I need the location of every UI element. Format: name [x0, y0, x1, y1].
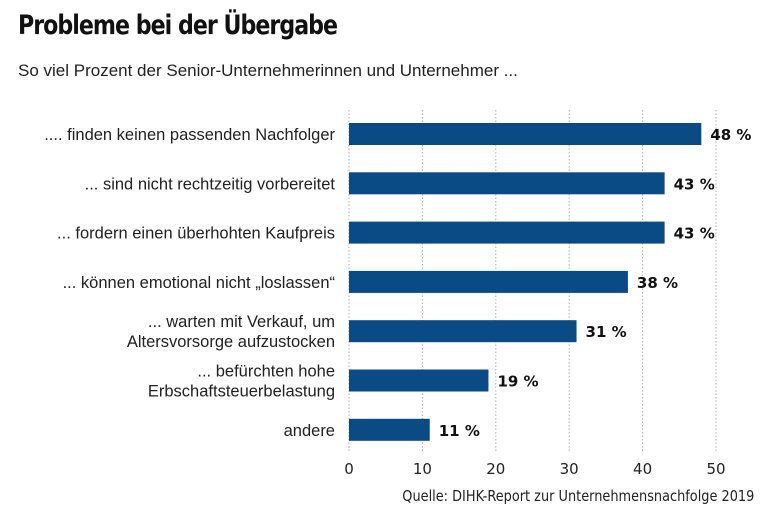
- bar: [349, 418, 430, 441]
- value-label: 31 %: [586, 323, 627, 341]
- bar: [349, 172, 665, 195]
- x-tick-label: 20: [486, 460, 505, 478]
- value-label: 43 %: [674, 175, 715, 193]
- x-tick-label: 40: [633, 460, 652, 478]
- category-label: .... finden keinen passenden Nachfolger: [44, 126, 335, 144]
- x-tick-label: 30: [560, 460, 579, 478]
- bar: [349, 270, 628, 293]
- category-label: ... befürchten hohe: [197, 363, 335, 381]
- chart-title: Probleme bei der Übergabe: [18, 10, 338, 41]
- bar: [349, 320, 577, 343]
- category-label: ... fordern einen überhohten Kaufpreis: [57, 225, 335, 243]
- source-note: Quelle: DIHK-Report zur Unternehmensnach…: [401, 487, 754, 505]
- value-label: 11 %: [439, 422, 480, 440]
- value-label: 48 %: [710, 126, 751, 144]
- x-tick-label: 10: [413, 460, 432, 478]
- category-label: andere: [284, 422, 335, 440]
- x-tick-label: 0: [344, 460, 354, 478]
- category-label: Erbschaftsteuerbelastung: [148, 383, 335, 401]
- category-label: Altersvorsorge aufzustocken: [127, 333, 335, 351]
- category-label: ... warten mit Verkauf, um: [148, 313, 335, 331]
- x-tick-label: 50: [706, 460, 725, 478]
- chart-subtitle: So viel Prozent der Senior-Unternehmerin…: [18, 61, 518, 80]
- category-label: ... sind nicht rechtzeitig vorbereitet: [85, 175, 336, 193]
- value-label: 43 %: [674, 225, 715, 243]
- value-label: 19 %: [497, 373, 538, 391]
- bar: [349, 221, 665, 244]
- bar: [349, 369, 489, 392]
- bar: [349, 123, 702, 145]
- value-label: 38 %: [637, 274, 678, 292]
- category-label: ... können emotional nicht „loslassen“: [63, 274, 335, 292]
